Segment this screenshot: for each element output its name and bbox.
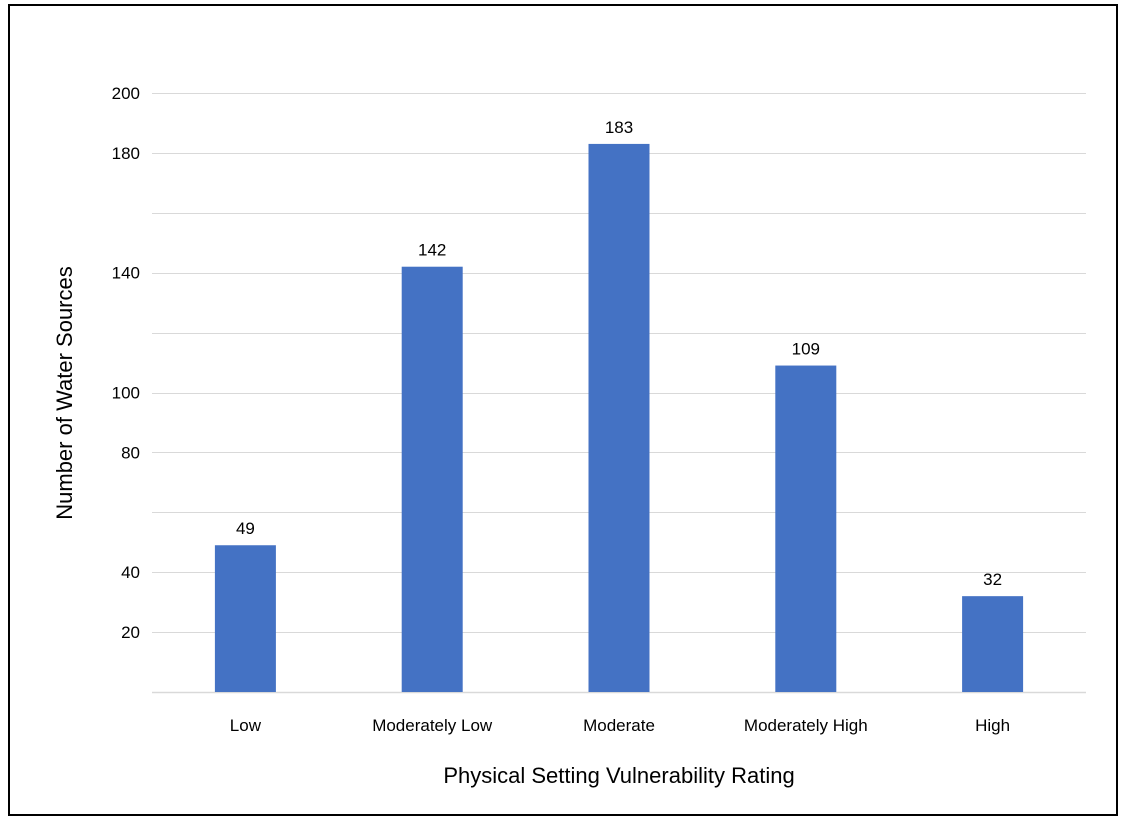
bar-value-label: 142 <box>418 241 446 260</box>
y-axis-title: Number of Water Sources <box>52 266 77 520</box>
x-category-label: Moderately Low <box>372 716 493 735</box>
y-tick-label: 40 <box>121 563 140 582</box>
bar-value-label: 49 <box>236 519 255 538</box>
x-axis-title: Physical Setting Vulnerability Rating <box>443 763 794 788</box>
bar <box>775 365 837 692</box>
y-tick-label: 200 <box>112 84 140 103</box>
bar-value-label: 109 <box>792 340 820 359</box>
bar <box>962 596 1024 692</box>
bar-value-label: 183 <box>605 118 633 137</box>
x-category-label: Moderately High <box>744 716 868 735</box>
y-tick-label: 140 <box>112 264 140 283</box>
data-labels: 49 142 183 109 32 <box>236 118 1002 589</box>
x-category-label: Low <box>230 716 262 735</box>
y-tick-label: 80 <box>121 443 140 462</box>
y-tick-label: 180 <box>112 144 140 163</box>
y-axis-ticks: 20 40 80 100 140 180 200 <box>112 84 140 642</box>
y-tick-label: 20 <box>121 623 140 642</box>
bars <box>214 143 1024 693</box>
bar <box>401 266 463 692</box>
y-tick-label: 100 <box>112 384 140 403</box>
bar-value-label: 32 <box>983 570 1002 589</box>
x-axis-ticks: Low Moderately Low Moderate Moderately High… <box>230 716 1010 735</box>
x-category-label: High <box>975 716 1010 735</box>
x-category-label: Moderate <box>583 716 655 735</box>
bar <box>588 143 650 693</box>
chart-frame <box>8 4 1118 816</box>
bar <box>214 545 276 692</box>
